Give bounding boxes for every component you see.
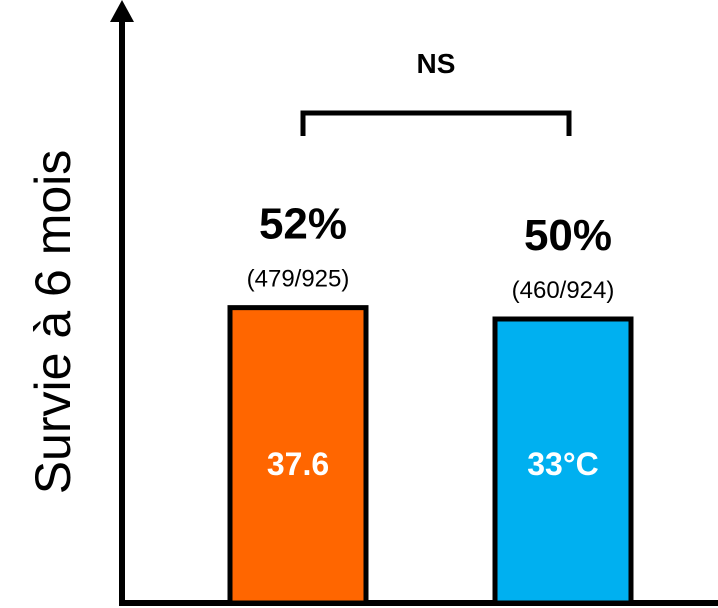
- bar-label-37-6: 37.6: [267, 446, 329, 482]
- bar-label-33c: 33°C: [527, 446, 599, 482]
- bar-33c: [492, 316, 634, 606]
- count-label-37-6: (479/925): [247, 266, 350, 293]
- y-axis-label: Survie à 6 mois: [25, 150, 81, 495]
- value-label-37-6: 52%: [259, 200, 347, 249]
- significance-bracket: [300, 110, 572, 136]
- bar-37-6: [227, 305, 369, 606]
- y-axis-arrow: [110, 0, 134, 22]
- count-label-33c: (460/924): [512, 277, 615, 304]
- value-label-33c: 50%: [524, 211, 612, 260]
- significance-label: NS: [417, 48, 456, 79]
